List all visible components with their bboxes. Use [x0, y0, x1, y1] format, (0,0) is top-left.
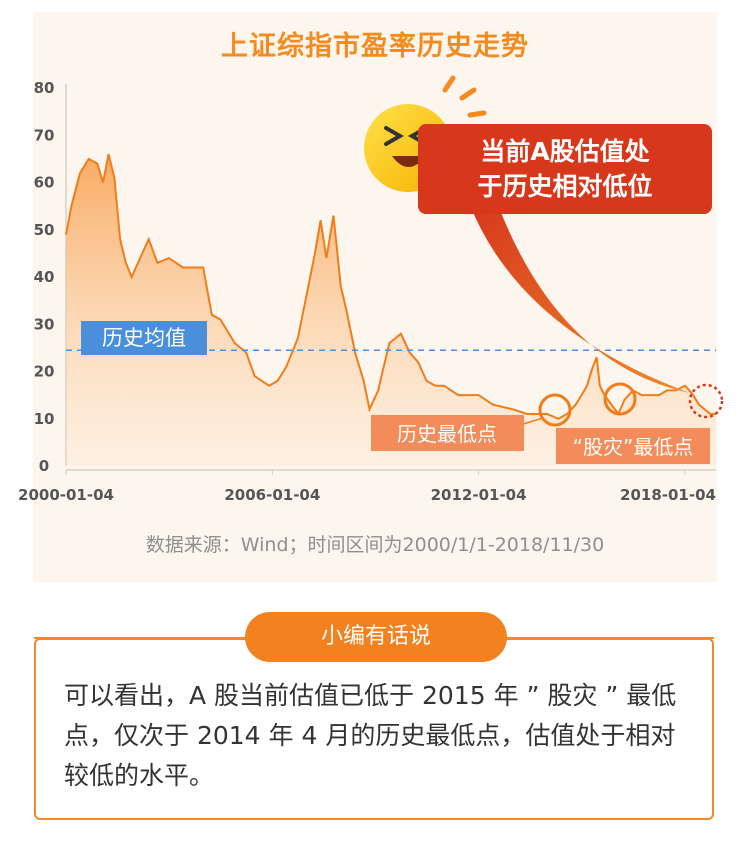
callout-text-line1: 当前A股估值处	[480, 137, 649, 166]
pe-area	[66, 154, 716, 466]
callout-text-line2: 于历史相对低位	[477, 172, 652, 201]
y-tick-label: 30	[34, 315, 55, 333]
callout-box	[418, 124, 712, 214]
y-tick-label: 80	[34, 79, 55, 97]
data-source-note: 数据来源：Wind；时间区间为2000/1/1-2018/11/30	[145, 534, 605, 556]
y-tick-label: 10	[34, 410, 55, 428]
y-tick-label: 60	[34, 174, 55, 192]
x-tick-label: 2018-01-04	[620, 486, 716, 504]
low-2016-marker	[603, 382, 637, 416]
low-2016-label-box	[556, 428, 710, 464]
y-tick-label: 70	[34, 126, 55, 144]
x-tick-label: 2012-01-04	[431, 486, 527, 504]
y-tick-label: 50	[34, 221, 55, 239]
summary-text: 可以看出，A 股当前估值已低于 2015 年 ” 股灾 ” 最低点，仅次于 20…	[64, 681, 677, 790]
low-2014-label-box	[371, 415, 524, 451]
x-tick-label: 2006-01-04	[224, 486, 320, 504]
x-tick-label: 2000-01-04	[18, 486, 114, 504]
low-2014-label: 历史最低点	[397, 422, 497, 446]
current-point-marker	[688, 383, 724, 419]
y-tick-label: 20	[34, 363, 55, 381]
chart-title: 上证综指市盈率历史走势	[221, 31, 529, 62]
summary-box-top-border-right	[507, 637, 714, 639]
mean-label-box	[81, 321, 207, 355]
y-tick-label: 40	[34, 268, 55, 286]
low-2014-marker	[538, 393, 572, 427]
pe-chart: 0 10 20 30 40 50 60 70 80 2000-01-04 2006-01-04 20…	[18, 75, 724, 504]
summary-box-top-border-left	[34, 637, 245, 639]
y-tick-label: 0	[39, 457, 49, 475]
summary-tab: 小编有话说	[245, 612, 507, 662]
low-2016-label: “股灾”最低点	[573, 435, 694, 459]
callout-arrow	[470, 205, 690, 393]
pe-line	[65, 153, 716, 420]
mean-label: 历史均值	[102, 326, 186, 350]
